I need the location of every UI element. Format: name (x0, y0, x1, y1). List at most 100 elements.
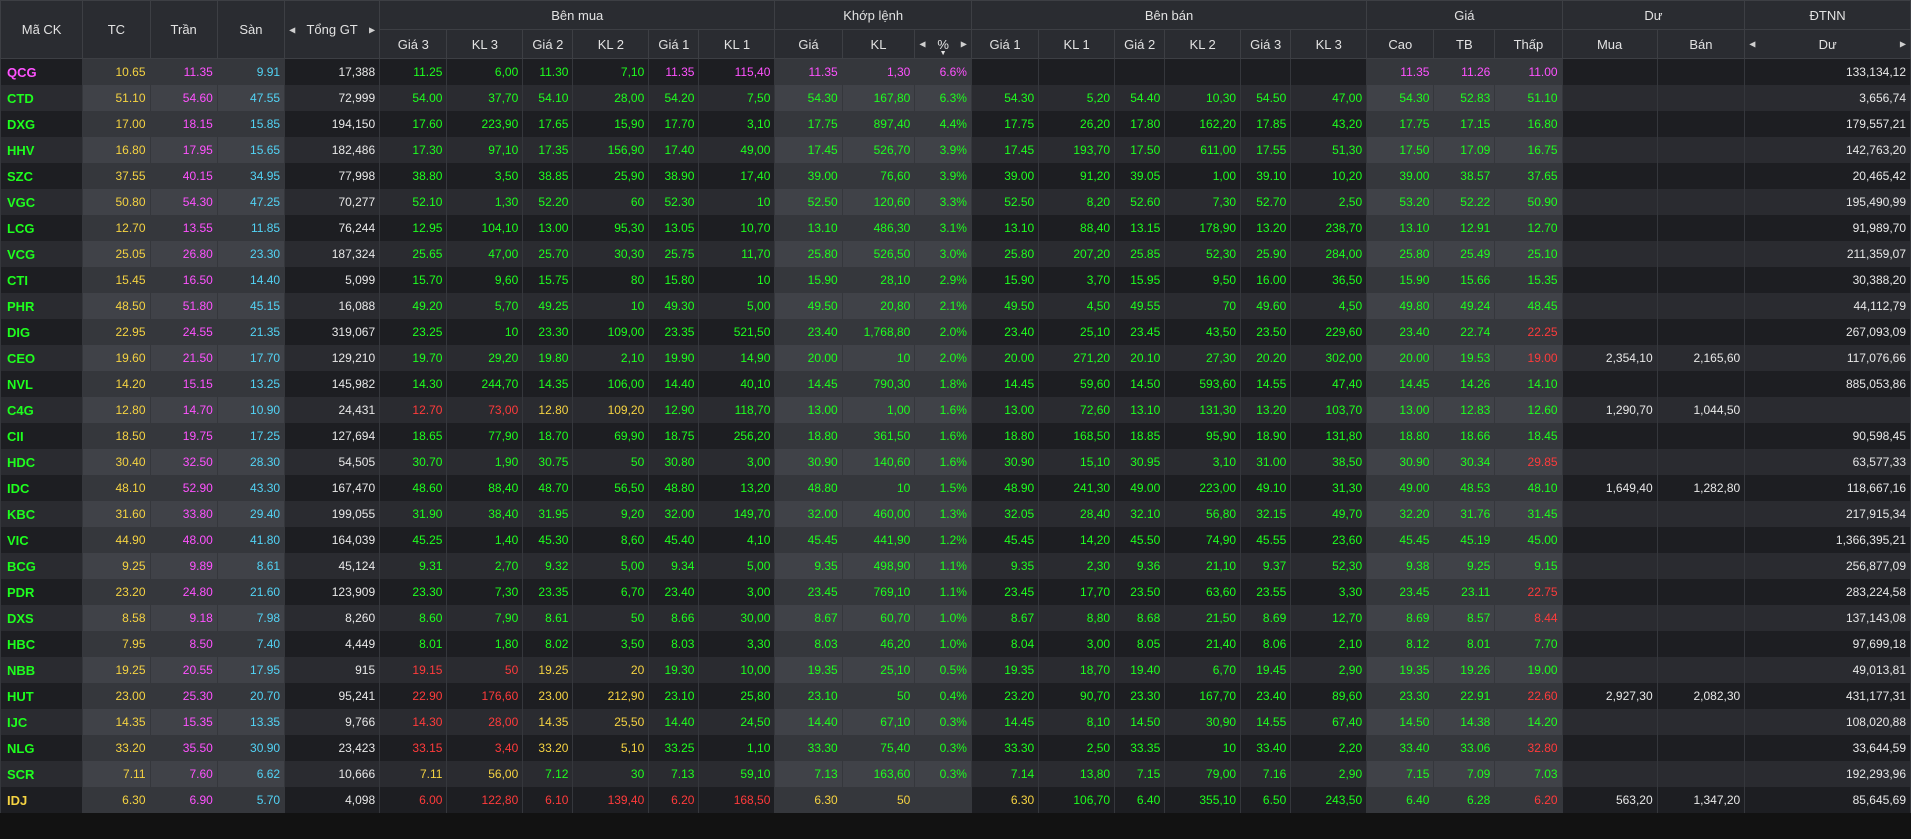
caret-right-icon[interactable]: ▶ (960, 39, 967, 49)
cell-symbol[interactable]: PHR (0, 293, 84, 319)
table-row[interactable]: NBB 19.25 20.55 17.95 915 19.15 50 19.25 20 19.30… (0, 657, 1911, 683)
cell-symbol[interactable]: LCG (0, 215, 84, 241)
cell-symbol[interactable]: VGC (0, 189, 84, 215)
col-sell-vol-2[interactable]: KL 2 (1164, 29, 1242, 59)
cell-symbol[interactable]: CTI (0, 267, 84, 293)
table-row[interactable]: SZC 37.55 40.15 34.95 77,998 38.80 3,50 38.85 25… (0, 163, 1911, 189)
table-row[interactable]: LCG 12.70 13.55 11.85 76,244 12.95 104,10 13.00… (0, 215, 1911, 241)
cell-buy-vol-3: 88,40 (446, 475, 524, 501)
table-row[interactable]: KBC 31.60 33.80 29.40 199,055 31.90 38,40 31.95… (0, 501, 1911, 527)
col-buy-vol-1[interactable]: KL 1 (698, 29, 776, 59)
col-high[interactable]: Cao (1366, 29, 1435, 59)
col-floor[interactable]: Sàn (216, 0, 286, 59)
col-buy-price-3[interactable]: Giá 3 (379, 29, 448, 59)
cell-symbol[interactable]: C4G (0, 397, 84, 423)
cell-symbol[interactable]: CII (0, 423, 84, 449)
col-sell-price-3[interactable]: Giá 3 (1240, 29, 1292, 59)
col-buy-vol-2[interactable]: KL 2 (572, 29, 650, 59)
table-row[interactable]: HUT 23.00 25.30 20.70 95,241 22.90 176,60 23.00… (0, 683, 1911, 709)
table-row[interactable]: NLG 33.20 35.50 30.90 23,423 33.15 3,40 33.20 5,… (0, 735, 1911, 761)
cell-buy-price-3: 17.30 (379, 137, 448, 163)
cell-symbol[interactable]: PDR (0, 579, 84, 605)
table-row[interactable]: VIC 44.90 48.00 41.80 164,039 45.25 1,40 45.30 8… (0, 527, 1911, 553)
cell-buy-price-3: 22.90 (379, 683, 448, 709)
table-row[interactable]: HHV 16.80 17.95 15.65 182,486 17.30 97,10 17.35… (0, 137, 1911, 163)
caret-right-icon[interactable]: ▶ (1899, 39, 1906, 49)
col-match-vol[interactable]: KL (841, 29, 916, 59)
cell-foreign-res: 108,020,88 (1744, 709, 1911, 735)
col-buy-price-2[interactable]: Giá 2 (522, 29, 574, 59)
col-sell-vol-3[interactable]: KL 3 (1290, 29, 1368, 59)
cell-symbol[interactable]: DXG (0, 111, 84, 137)
cell-symbol[interactable]: IJC (0, 709, 84, 735)
col-foreign-res[interactable]: ◀ Dư ▶ (1744, 29, 1911, 59)
cell-sell-vol-3: 4,50 (1290, 293, 1368, 319)
col-sell-price-1[interactable]: Giá 1 (970, 29, 1040, 59)
caret-left-icon[interactable]: ◀ (1749, 39, 1756, 49)
cell-sell-vol-2: 7,30 (1164, 189, 1242, 215)
cell-sell-vol-3: 238,70 (1290, 215, 1368, 241)
cell-symbol[interactable]: NBB (0, 657, 84, 683)
table-row[interactable]: CII 18.50 19.75 17.25 127,694 18.65 77,90 18.70… (0, 423, 1911, 449)
cell-symbol[interactable]: CEO (0, 345, 84, 371)
col-match-pct[interactable]: ◀ % ▼ ▶ (914, 29, 972, 59)
cell-symbol[interactable]: HUT (0, 683, 84, 709)
cell-symbol[interactable]: QCG (0, 58, 84, 85)
cell-symbol[interactable]: DIG (0, 319, 84, 345)
table-row[interactable]: DXS 8.58 9.18 7.98 8,260 8.60 7,90 8.61 50 8.66 30… (0, 605, 1911, 631)
col-ceil[interactable]: Trần (149, 0, 218, 59)
col-match-price[interactable]: Giá (774, 29, 843, 59)
col-buy-vol-3[interactable]: KL 3 (446, 29, 524, 59)
table-row[interactable]: DIG 22.95 24.55 21.35 319,067 23.25 10 23.30 109… (0, 319, 1911, 345)
table-row[interactable]: DXG 17.00 18.15 15.85 194,150 17.60 223,90 17.6… (0, 111, 1911, 137)
cell-symbol[interactable]: KBC (0, 501, 84, 527)
col-low[interactable]: Thấp (1494, 29, 1563, 59)
table-row[interactable]: IJC 14.35 15.35 13.35 9,766 14.30 28,00 14.35 25… (0, 709, 1911, 735)
cell-symbol[interactable]: VIC (0, 527, 84, 553)
col-sell-vol-1[interactable]: KL 1 (1038, 29, 1116, 59)
table-row[interactable]: PDR 23.20 24.80 21.60 123,909 23.30 7,30 23.35 6… (0, 579, 1911, 605)
cell-symbol[interactable]: SCR (0, 761, 84, 787)
cell-symbol[interactable]: NVL (0, 371, 84, 397)
cell-symbol[interactable]: SZC (0, 163, 84, 189)
cell-symbol[interactable]: NLG (0, 735, 84, 761)
table-row[interactable]: IDC 48.10 52.90 43.30 167,470 48.60 88,40 48.70… (0, 475, 1911, 501)
table-row[interactable]: BCG 9.25 9.89 8.61 45,124 9.31 2,70 9.32 5,00 9.3… (0, 553, 1911, 579)
cell-symbol[interactable]: BCG (0, 553, 84, 579)
table-row[interactable]: VGC 50.80 54.30 47.25 70,277 52.10 1,30 52.20 60… (0, 189, 1911, 215)
caret-left-icon[interactable]: ◀ (289, 25, 296, 34)
table-row[interactable]: IDJ 6.30 6.90 5.70 4,098 6.00 122,80 6.10 139,40… (0, 787, 1911, 813)
table-row[interactable]: CEO 19.60 21.50 17.70 129,210 19.70 29,20 19.80… (0, 345, 1911, 371)
col-res-buy[interactable]: Mua (1561, 29, 1658, 59)
col-total[interactable]: ◀ Tổng GT ▶ (284, 0, 381, 59)
cell-symbol[interactable]: CTD (0, 85, 84, 111)
cell-symbol[interactable]: IDJ (0, 787, 84, 813)
col-res-sell[interactable]: Bán (1656, 29, 1746, 59)
cell-floor: 14.40 (216, 267, 286, 293)
col-symbol[interactable]: Mã CK (0, 0, 84, 59)
table-row[interactable]: CTD 51.10 54.60 47.55 72,999 54.00 37,70 54.10 2… (0, 85, 1911, 111)
table-row[interactable]: NVL 14.20 15.15 13.25 145,982 14.30 244,70 14.3… (0, 371, 1911, 397)
table-row[interactable]: VCG 25.05 26.80 23.30 187,324 25.65 47,00 25.70… (0, 241, 1911, 267)
table-row[interactable]: C4G 12.80 14.70 10.90 24,431 12.70 73,00 12.80 1… (0, 397, 1911, 423)
table-row[interactable]: QCG 10.65 11.35 9.91 17,388 11.25 6,00 11.30 7,1… (0, 58, 1911, 85)
col-sell-price-2[interactable]: Giá 2 (1114, 29, 1166, 59)
cell-symbol[interactable]: VCG (0, 241, 84, 267)
caret-left-icon[interactable]: ◀ (919, 39, 926, 49)
table-row[interactable]: HBC 7.95 8.50 7.40 4,449 8.01 1,80 8.02 3,50 8.03… (0, 631, 1911, 657)
cell-floor: 13.25 (216, 371, 286, 397)
cell-symbol[interactable]: HHV (0, 137, 84, 163)
cell-symbol[interactable]: HDC (0, 449, 84, 475)
cell-sell-vol-1: 91,20 (1038, 163, 1116, 189)
cell-symbol[interactable]: HBC (0, 631, 84, 657)
table-row[interactable]: HDC 30.40 32.50 28.30 54,505 30.70 1,90 30.75 50… (0, 449, 1911, 475)
caret-right-icon[interactable]: ▶ (368, 25, 376, 34)
table-row[interactable]: SCR 7.11 7.60 6.62 10,666 7.11 56,00 7.12 30 7.13… (0, 761, 1911, 787)
col-buy-price-1[interactable]: Giá 1 (648, 29, 700, 59)
cell-symbol[interactable]: IDC (0, 475, 84, 501)
table-row[interactable]: CTI 15.45 16.50 14.40 5,099 15.70 9,60 15.75 80 1… (0, 267, 1911, 293)
col-avg[interactable]: TB (1433, 29, 1496, 59)
cell-symbol[interactable]: DXS (0, 605, 84, 631)
col-ref[interactable]: TC (82, 0, 151, 59)
table-row[interactable]: PHR 48.50 51.80 45.15 16,088 49.20 5,70 49.25 10… (0, 293, 1911, 319)
